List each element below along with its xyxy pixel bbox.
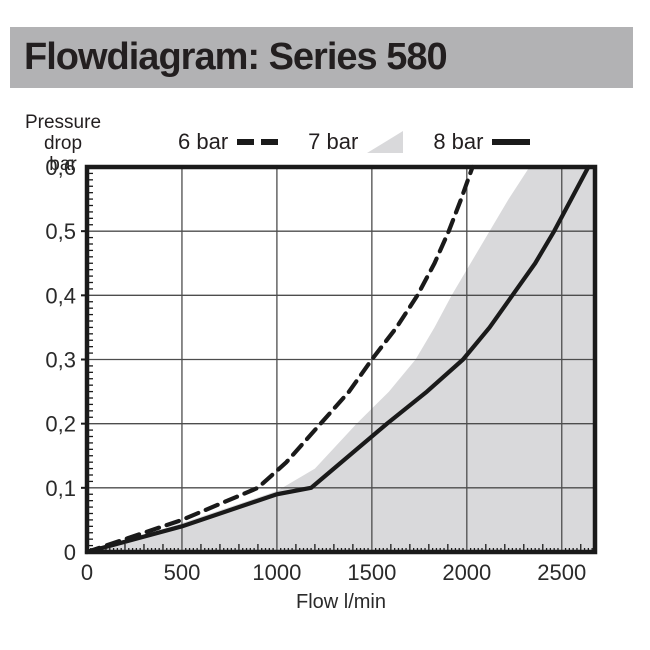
legend-item-8bar: 8 bar xyxy=(433,129,531,155)
y-tick-label: 0,5 xyxy=(45,219,76,244)
legend-item-6bar: 6 bar xyxy=(178,129,279,155)
y-tick-label: 0,1 xyxy=(45,476,76,501)
y-axis-title: Pressure drop bar xyxy=(8,112,118,175)
header-bar: Flowdiagram: Series 580 xyxy=(10,27,633,88)
series-7bar-area xyxy=(87,167,595,552)
x-tick-label: 2000 xyxy=(442,560,491,585)
y-tick-label: 0,4 xyxy=(45,283,76,308)
x-tick-label: 1500 xyxy=(347,560,396,585)
series-6bar-line xyxy=(84,164,475,555)
legend-label-7bar: 7 bar xyxy=(308,129,359,154)
y-axis-title-line1: Pressure drop xyxy=(24,112,102,154)
x-tick-label: 2500 xyxy=(537,560,586,585)
y-tick-label: 0 xyxy=(64,540,76,565)
y-tick-label: 0,2 xyxy=(45,412,76,437)
solid-line-sample-icon xyxy=(492,139,531,145)
shaded-area-sample-icon xyxy=(367,131,404,153)
legend-item-7bar: 7 bar xyxy=(308,129,404,155)
legend-label-8bar: 8 bar xyxy=(433,129,484,154)
plot-border xyxy=(84,164,598,555)
page-title: Flowdiagram: Series 580 xyxy=(24,36,448,78)
legend-label-6bar: 6 bar xyxy=(178,129,229,154)
x-axis-label: Flow l/min xyxy=(296,591,386,613)
x-tick-label: 0 xyxy=(81,560,93,585)
y-tick-label: 0,6 xyxy=(45,155,76,180)
x-tick-label: 500 xyxy=(164,560,201,585)
dashed-line-sample-icon xyxy=(237,139,279,145)
y-axis-title-line2: bar xyxy=(49,154,77,175)
x-tick-label: 1000 xyxy=(252,560,301,585)
series-8bar-line xyxy=(84,164,591,555)
y-tick-label: 0,3 xyxy=(45,348,76,373)
chart-legend: 6 bar 7 bar 8 bar xyxy=(178,129,531,155)
